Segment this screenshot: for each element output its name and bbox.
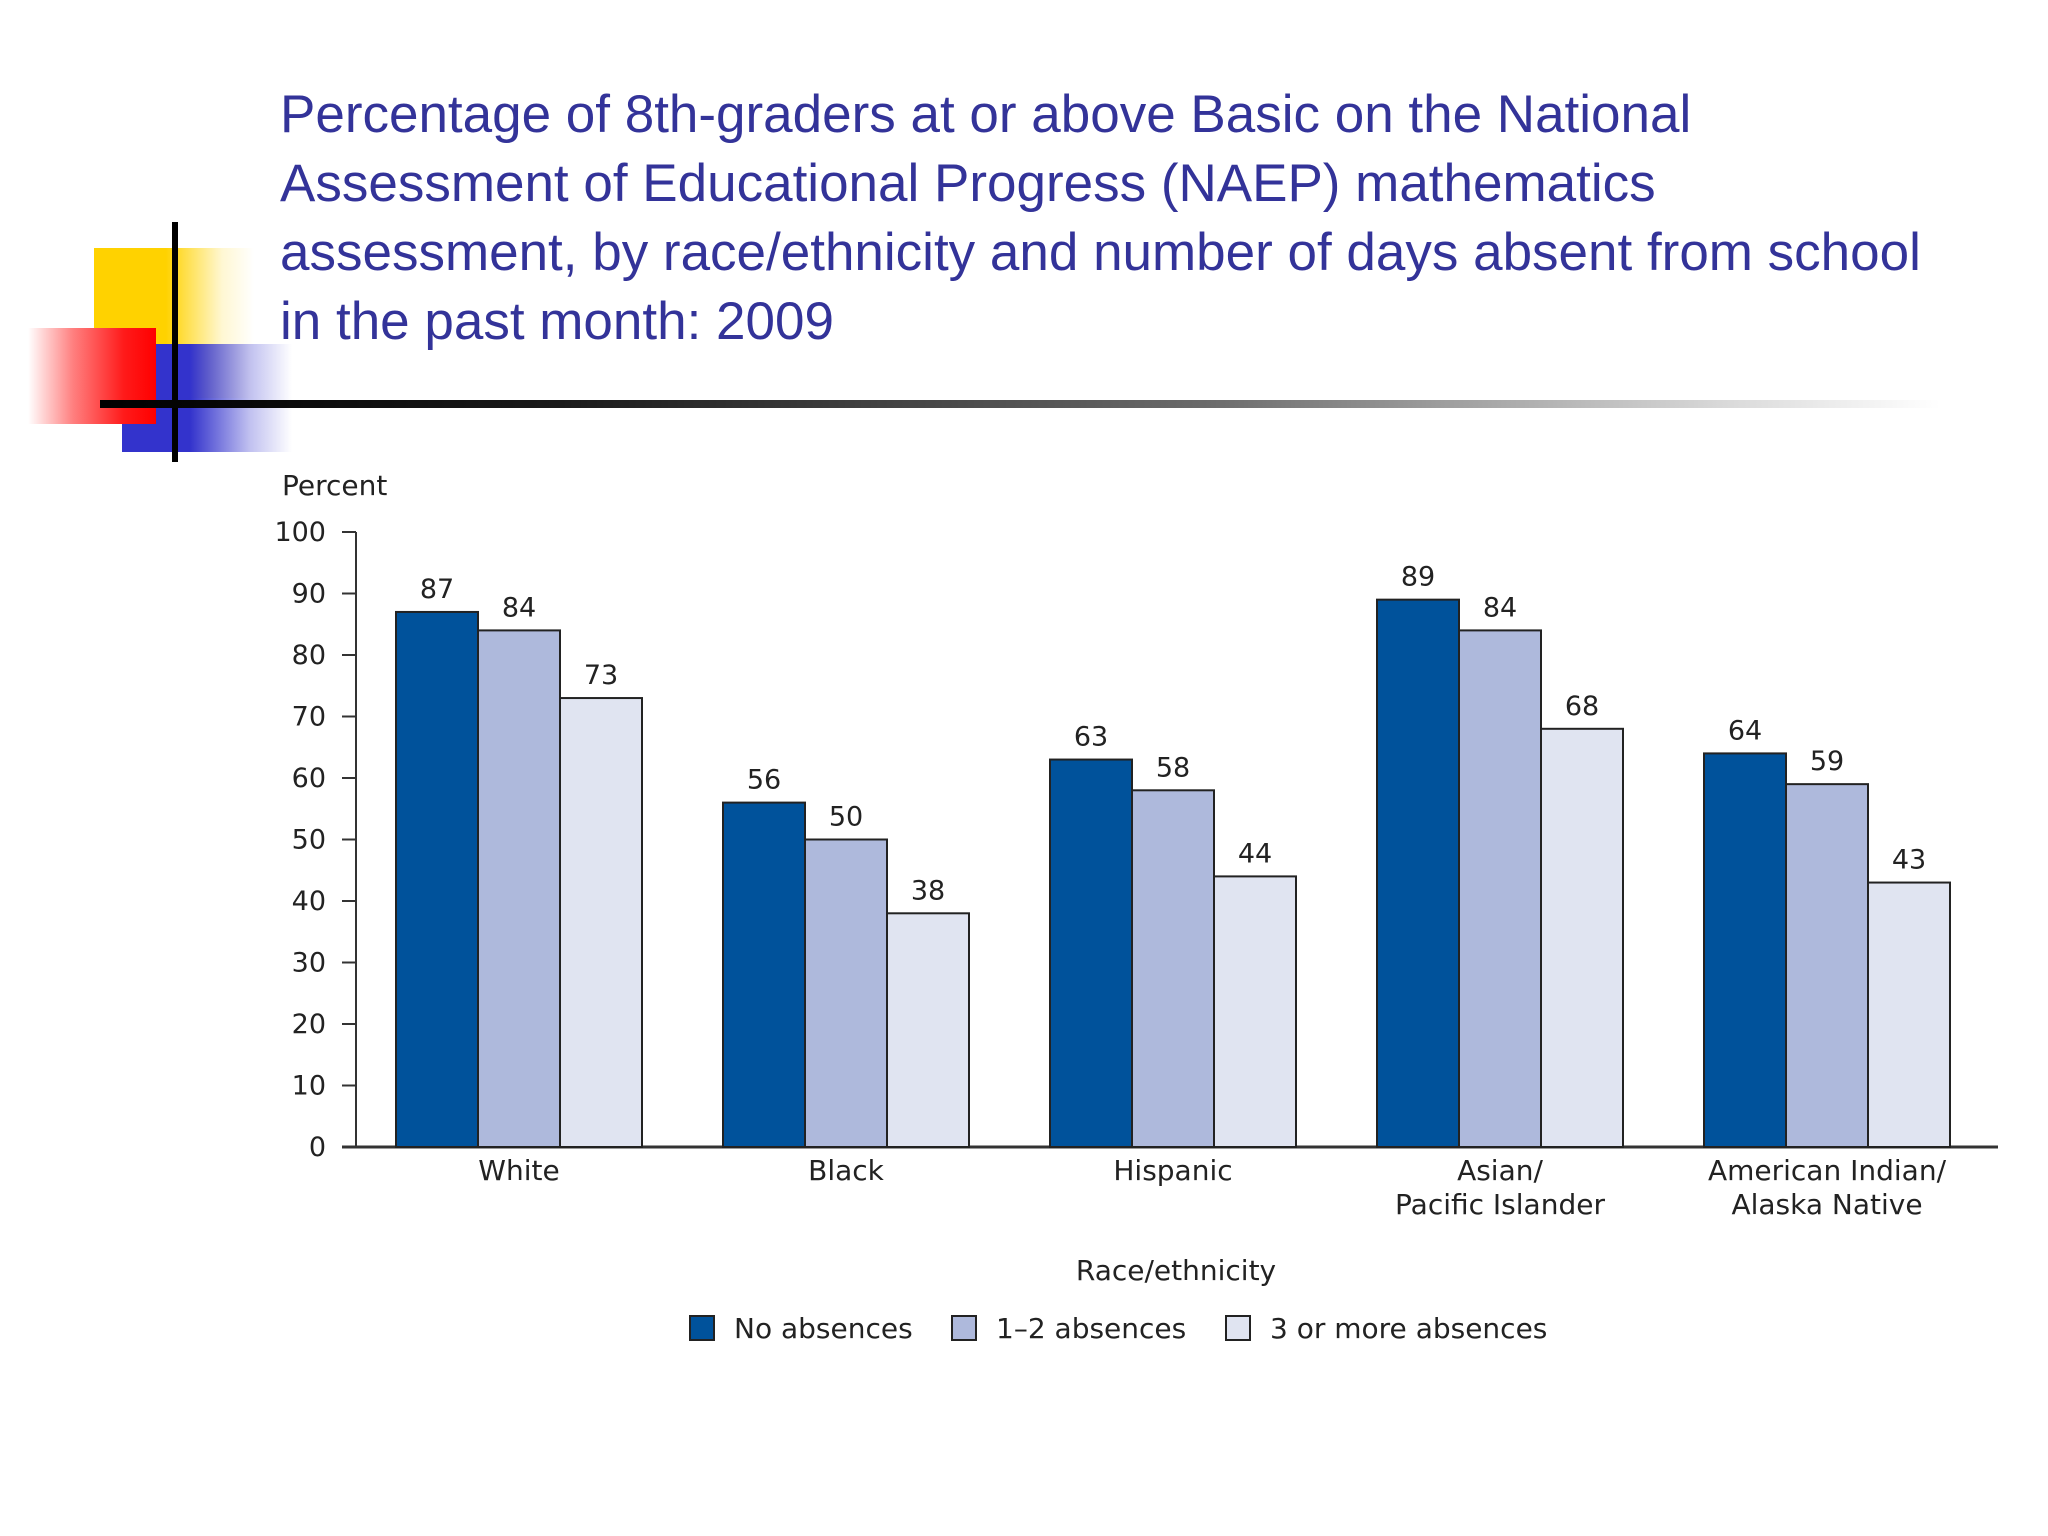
- bar-value-label: 64: [1728, 715, 1762, 746]
- legend-label: No absences: [734, 1312, 913, 1345]
- y-axis-label: Percent: [282, 469, 387, 502]
- bar: [1540, 727, 1624, 1148]
- bar-value-label: 59: [1810, 746, 1844, 777]
- category-label: Black: [808, 1154, 885, 1187]
- legend-label: 3 or more absences: [1270, 1312, 1547, 1345]
- y-tick-label: 100: [274, 517, 326, 548]
- y-tick-label: 40: [292, 886, 326, 917]
- category-label: American Indian/: [1708, 1154, 1947, 1187]
- y-tick-label: 0: [309, 1132, 326, 1163]
- bar: [1458, 629, 1542, 1148]
- x-axis-label: Race/ethnicity: [1076, 1254, 1276, 1287]
- category-labels: White Black Hispanic Asian/Pacific Islander…: [478, 1154, 1946, 1221]
- bar-chart: Percent 0 10 20 30 40 50 60 70 80 90 100 87 84 73 56 5…: [274, 469, 1998, 1345]
- bars: 87 84 73 56 50 38 63 58 44 89 84 68 64 59 43: [395, 562, 1951, 1148]
- y-tick-label: 60: [292, 763, 326, 794]
- bar-value-label: 58: [1156, 752, 1190, 783]
- bar-value-label: 63: [1074, 722, 1108, 753]
- bar: [1785, 783, 1869, 1148]
- legend-swatch: [689, 1315, 715, 1341]
- legend-swatch: [951, 1315, 977, 1341]
- category-label: Asian/: [1457, 1154, 1543, 1187]
- bar: [722, 801, 806, 1148]
- legend: No absences 1–2 absences 3 or more absence…: [689, 1312, 1547, 1345]
- category-label: Pacific Islander: [1395, 1188, 1605, 1221]
- category-label: White: [478, 1154, 559, 1187]
- title-divider: [100, 400, 1940, 408]
- bar: [1867, 881, 1951, 1148]
- bar-value-label: 56: [747, 765, 781, 796]
- legend-label: 1–2 absences: [996, 1312, 1186, 1345]
- y-tick-label: 10: [292, 1071, 326, 1102]
- legend-swatch: [1225, 1315, 1251, 1341]
- bar: [804, 838, 888, 1148]
- bar-value-label: 38: [911, 875, 945, 906]
- bar: [1131, 789, 1215, 1148]
- bar: [477, 629, 561, 1148]
- bar-value-label: 68: [1565, 691, 1599, 722]
- y-tick-label: 20: [292, 1009, 326, 1040]
- bar-value-label: 84: [502, 592, 536, 623]
- bar-value-label: 44: [1238, 838, 1272, 869]
- y-tick-label: 50: [292, 825, 326, 856]
- bar: [886, 912, 970, 1148]
- bar: [559, 697, 643, 1148]
- slide-title: Percentage of 8th-graders at or above Ba…: [280, 85, 1921, 351]
- bar-value-label: 87: [420, 574, 454, 605]
- bar: [1703, 752, 1787, 1148]
- decor-red-square: [28, 328, 156, 424]
- category-label: Alaska Native: [1731, 1188, 1922, 1221]
- bar: [1049, 758, 1133, 1148]
- bar-value-label: 73: [584, 660, 618, 691]
- bar-value-label: 43: [1892, 845, 1926, 876]
- decor-vertical-line: [172, 222, 178, 462]
- bar: [1213, 875, 1297, 1148]
- y-tick-label: 80: [292, 640, 326, 671]
- y-tick-label: 70: [292, 702, 326, 733]
- y-tick-label: 30: [292, 948, 326, 979]
- y-tick-label: 90: [292, 579, 326, 610]
- bar-value-label: 84: [1483, 592, 1517, 623]
- bar-value-label: 89: [1401, 562, 1435, 593]
- category-label: Hispanic: [1113, 1154, 1232, 1187]
- bar-value-label: 50: [829, 802, 863, 833]
- bar: [1376, 598, 1460, 1148]
- bar: [395, 610, 479, 1148]
